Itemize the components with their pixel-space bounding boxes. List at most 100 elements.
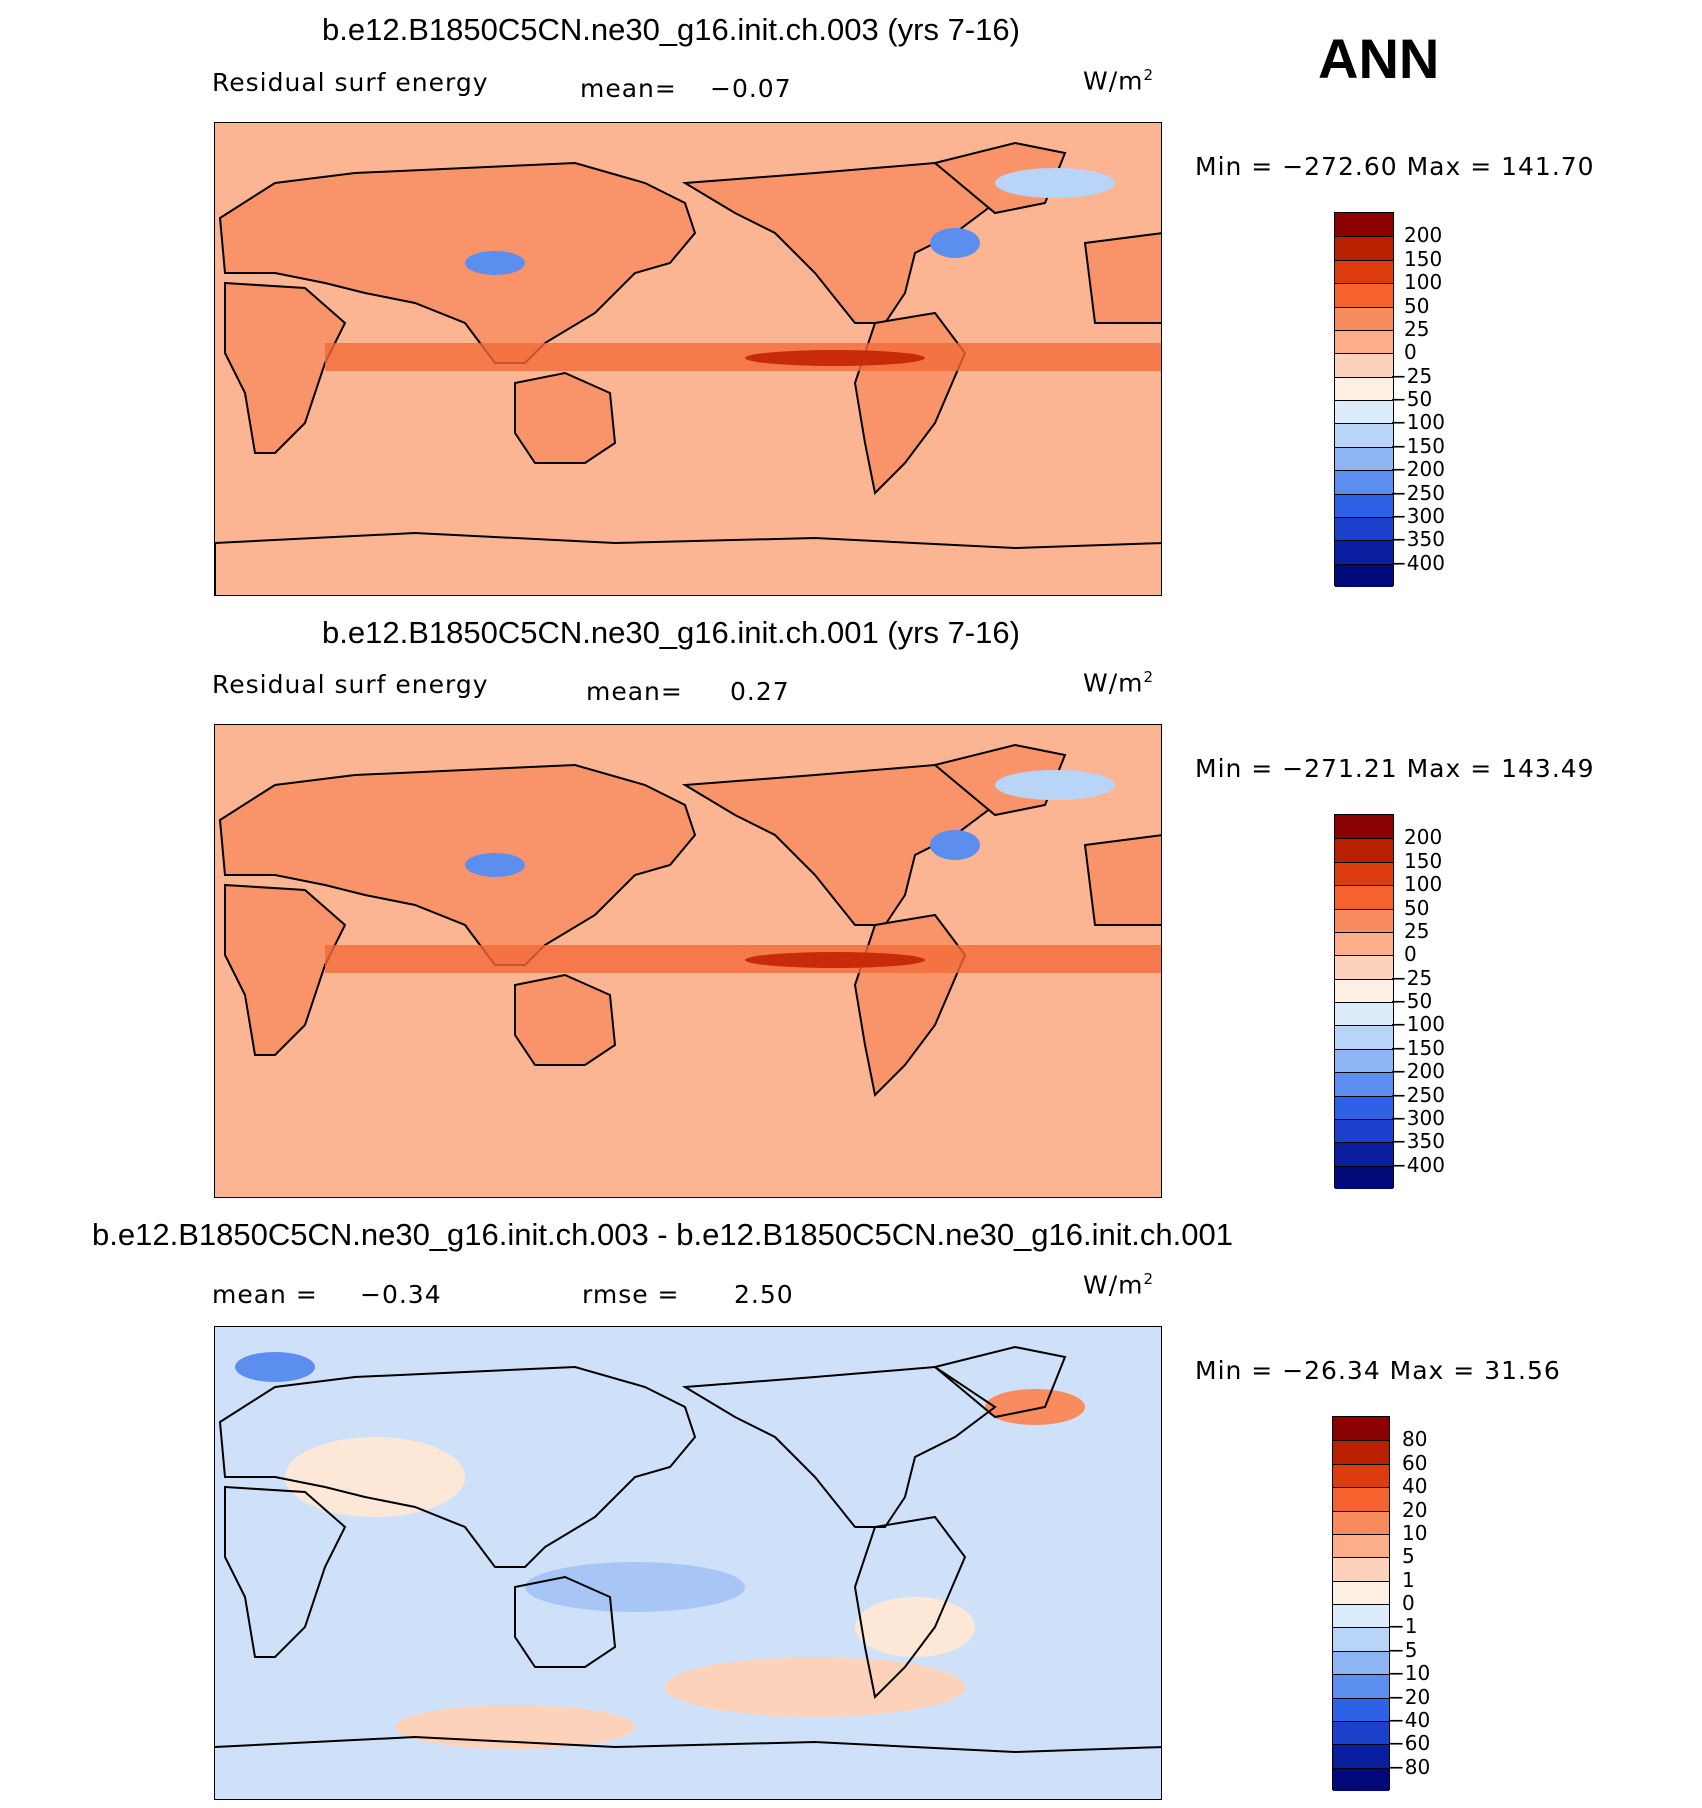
panel-2-units: W/m2 xyxy=(1083,668,1155,698)
colorbar-box xyxy=(1333,1627,1389,1651)
panel-3-map-svg xyxy=(215,1327,1161,1799)
colorbar-box xyxy=(1335,516,1393,541)
colorbar-label: −100 xyxy=(1390,410,1445,435)
colorbar-box xyxy=(1335,1095,1393,1119)
colorbar-box xyxy=(1335,1165,1393,1189)
colorbar-box xyxy=(1335,1118,1393,1143)
panel-1-minmax: Min = −272.60 Max = 141.70 xyxy=(1195,152,1595,181)
panel-1-mean-value: −0.07 xyxy=(710,74,792,103)
colorbar-label: −200 xyxy=(1390,1059,1445,1084)
colorbar-box xyxy=(1335,259,1393,284)
panel-3-map xyxy=(214,1326,1162,1800)
colorbar-box xyxy=(1333,1604,1389,1628)
colorbar-label: −250 xyxy=(1390,480,1445,505)
colorbar-box xyxy=(1335,1142,1393,1166)
season-label: ANN xyxy=(1318,27,1440,90)
colorbar-label: −250 xyxy=(1390,1082,1445,1107)
panel-1-title: b.e12.B1850C5CN.ne30_g16.init.ch.003 (yr… xyxy=(322,12,1020,47)
panel-3-rmse-label: rmse = xyxy=(582,1280,680,1309)
colorbar-label: 0 xyxy=(1402,1591,1415,1615)
colorbar-label: 0 xyxy=(1404,942,1417,967)
colorbar-label: 1 xyxy=(1402,1567,1415,1592)
colorbar-box xyxy=(1335,329,1393,354)
colorbar-box xyxy=(1335,931,1393,956)
colorbar-label: 0 xyxy=(1404,340,1417,365)
colorbar-box xyxy=(1333,1650,1389,1675)
colorbar-box xyxy=(1335,838,1393,862)
colorbar-box xyxy=(1333,1767,1389,1791)
panel-1-map xyxy=(214,122,1162,596)
colorbar-label: 150 xyxy=(1404,848,1443,873)
panel-2-variable-label: Residual surf energy xyxy=(212,670,489,699)
colorbar-box xyxy=(1333,1580,1389,1604)
colorbar-box xyxy=(1335,1002,1393,1026)
colorbar-label: 80 xyxy=(1402,1427,1428,1452)
colorbar-box xyxy=(1335,563,1393,587)
colorbar-box xyxy=(1333,1510,1389,1534)
colorbar-label: −100 xyxy=(1390,1012,1445,1037)
colorbar-box xyxy=(1335,978,1393,1002)
colorbar-label: 60 xyxy=(1402,1450,1428,1475)
colorbar-box xyxy=(1335,861,1393,886)
colorbar-label: −25 xyxy=(1390,363,1433,388)
panel-2-colorbar xyxy=(1334,814,1394,1189)
colorbar-box xyxy=(1335,376,1393,400)
colorbar-label: 50 xyxy=(1404,293,1430,318)
panel-2-title: b.e12.B1850C5CN.ne30_g16.init.ch.001 (yr… xyxy=(322,615,1020,650)
colorbar-label: 200 xyxy=(1404,223,1443,248)
colorbar-label: −350 xyxy=(1390,1129,1445,1154)
colorbar-box xyxy=(1333,1744,1389,1768)
colorbar-label: 25 xyxy=(1404,918,1430,943)
colorbar-label: −25 xyxy=(1390,965,1433,990)
colorbar-box xyxy=(1333,1720,1389,1745)
colorbar-box xyxy=(1335,908,1393,932)
colorbar-box xyxy=(1333,1557,1389,1581)
colorbar-box xyxy=(1335,353,1393,377)
panel-1-anomaly-bands xyxy=(325,168,1161,371)
colorbar-box xyxy=(1333,1417,1389,1441)
panel-3-mean-label: mean = xyxy=(212,1280,318,1309)
colorbar-box xyxy=(1335,446,1393,471)
colorbar-box xyxy=(1335,306,1393,330)
panel-2-minmax: Min = −271.21 Max = 143.49 xyxy=(1195,754,1595,783)
colorbar-label: 100 xyxy=(1404,270,1443,295)
colorbar-label: −150 xyxy=(1390,433,1445,458)
colorbar-box xyxy=(1335,815,1393,839)
colorbar-box xyxy=(1335,955,1393,979)
colorbar-box xyxy=(1335,213,1393,237)
colorbar-label: 5 xyxy=(1402,1544,1415,1569)
colorbar-label: −350 xyxy=(1390,527,1445,552)
panel-2-mean-label: mean= xyxy=(586,677,683,706)
colorbar-label: −80 xyxy=(1388,1754,1431,1779)
panel-1-mean-label: mean= xyxy=(580,74,677,103)
colorbar-label: 150 xyxy=(1404,246,1443,271)
colorbar-label: 10 xyxy=(1402,1520,1428,1545)
colorbar-box xyxy=(1335,470,1393,494)
colorbar-box xyxy=(1335,423,1393,447)
colorbar-label: −20 xyxy=(1388,1684,1431,1709)
colorbar-box xyxy=(1333,1533,1389,1558)
colorbar-box xyxy=(1335,1072,1393,1096)
colorbar-label: −400 xyxy=(1390,550,1445,575)
colorbar-box xyxy=(1333,1463,1389,1488)
colorbar-box xyxy=(1333,1697,1389,1721)
panel-3-title: b.e12.B1850C5CN.ne30_g16.init.ch.003 - b… xyxy=(92,1217,1233,1252)
colorbar-box xyxy=(1335,283,1393,307)
colorbar-box xyxy=(1335,540,1393,564)
colorbar-label: −1 xyxy=(1388,1614,1418,1639)
panel-3-units: W/m2 xyxy=(1083,1270,1155,1300)
colorbar-label: −300 xyxy=(1390,1105,1445,1130)
colorbar-label: −10 xyxy=(1388,1661,1431,1686)
colorbar-label: 50 xyxy=(1404,895,1430,920)
colorbar-box xyxy=(1335,236,1393,260)
colorbar-label: −150 xyxy=(1390,1035,1445,1060)
panel-1-units: W/m2 xyxy=(1083,66,1155,96)
panel-2-anomaly-bands xyxy=(325,770,1161,973)
colorbar-label: −60 xyxy=(1388,1731,1431,1756)
colorbar-label: −5 xyxy=(1388,1637,1418,1662)
colorbar-label: 25 xyxy=(1404,316,1430,341)
colorbar-label: 200 xyxy=(1404,825,1443,850)
colorbar-box xyxy=(1333,1674,1389,1698)
colorbar-box xyxy=(1335,400,1393,424)
panel-2-map xyxy=(214,724,1162,1198)
